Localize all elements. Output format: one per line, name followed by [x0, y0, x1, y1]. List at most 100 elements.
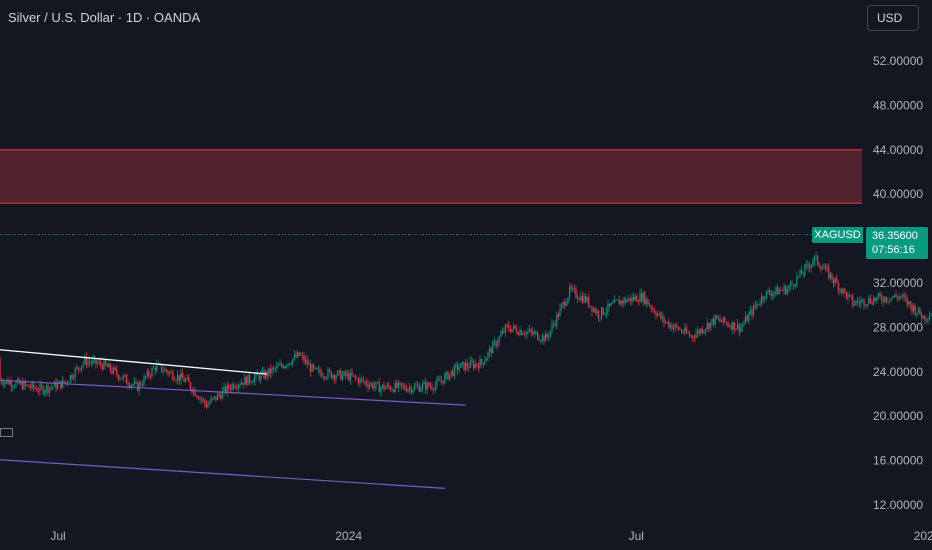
- candle-up: [308, 363, 310, 365]
- candle-down: [885, 297, 887, 302]
- candle-up: [612, 302, 614, 304]
- candle-up: [834, 278, 836, 283]
- candle-down: [874, 298, 876, 301]
- candle-down: [637, 301, 639, 303]
- price-axis[interactable]: 52.00000 48.00000 44.00000 40.00000 32.00000…: [873, 54, 923, 512]
- candle-down: [389, 386, 391, 390]
- candle-up: [927, 319, 929, 321]
- candle-down: [578, 298, 580, 300]
- candle-down: [197, 397, 199, 400]
- candle-up: [748, 313, 750, 322]
- candle-up: [153, 367, 155, 369]
- candle-up: [337, 371, 339, 377]
- candle-up: [669, 324, 671, 328]
- candle-up: [277, 365, 279, 367]
- candle-down: [111, 370, 113, 374]
- candle-up: [679, 329, 681, 331]
- resistance-zone[interactable]: [0, 149, 862, 204]
- candle-down: [401, 383, 403, 386]
- candle-down: [879, 293, 881, 297]
- candle-up: [674, 324, 676, 328]
- candle-up: [290, 364, 292, 365]
- candle-up: [124, 375, 126, 376]
- candle-down: [165, 369, 167, 372]
- candle-down: [245, 376, 247, 385]
- candle-down: [95, 358, 97, 364]
- price-tick-label: 48.00000: [873, 98, 923, 112]
- candle-up: [847, 294, 849, 299]
- candle-up: [866, 304, 868, 306]
- candle-up: [226, 384, 228, 393]
- candle-up: [626, 300, 628, 303]
- time-axis[interactable]: Jul2024Jul2025Jul2026: [50, 529, 932, 543]
- candle-up: [913, 305, 915, 312]
- candle-up: [778, 290, 780, 295]
- candle-down: [457, 364, 459, 370]
- candle-down: [258, 375, 260, 380]
- candle-down: [425, 382, 427, 391]
- candle-up: [391, 389, 393, 391]
- candle-up: [74, 368, 76, 378]
- candle-up: [567, 297, 569, 303]
- candle-down: [361, 378, 363, 380]
- candle-up: [76, 367, 78, 369]
- candle-up: [535, 332, 537, 334]
- candle-up: [412, 389, 414, 393]
- candle-down: [303, 355, 305, 362]
- candle-down: [220, 395, 222, 399]
- candle-up: [9, 381, 11, 385]
- candle-up: [209, 402, 211, 405]
- candle-down: [826, 266, 828, 268]
- candle-down: [509, 329, 511, 332]
- candle-down: [564, 301, 566, 306]
- collapsed-panel-marker[interactable]: [0, 428, 13, 437]
- candle-up: [802, 273, 804, 275]
- candle-up: [599, 317, 601, 319]
- currency-button[interactable]: USD: [867, 5, 919, 31]
- candle-down: [818, 264, 820, 267]
- candle-down: [281, 363, 283, 366]
- candle-down: [60, 381, 62, 389]
- candle-down: [602, 307, 604, 315]
- candle-up: [690, 335, 692, 337]
- candle-down: [762, 296, 764, 300]
- candle-down: [129, 385, 131, 388]
- candle-down: [295, 354, 297, 358]
- candle-up: [49, 387, 51, 393]
- candle-up: [253, 377, 255, 383]
- candle-up: [417, 385, 419, 387]
- candle-down: [109, 363, 111, 371]
- candle-up: [458, 367, 460, 370]
- candle-up: [860, 300, 862, 304]
- candle-down: [333, 375, 335, 380]
- candle-down: [274, 367, 276, 369]
- trendlines[interactable]: [0, 346, 466, 489]
- candle-down: [849, 294, 851, 296]
- candle-down: [757, 304, 759, 306]
- candle-up: [533, 332, 535, 335]
- candle-down: [490, 348, 492, 354]
- candle-up: [186, 377, 188, 380]
- candle-up: [737, 323, 739, 329]
- trendline-lower-parallel: [0, 459, 446, 489]
- resistance-zone-fill: [0, 149, 862, 204]
- candle-down: [780, 290, 782, 292]
- candle-up: [177, 374, 179, 380]
- candle-down: [653, 309, 655, 314]
- candle-down: [897, 296, 899, 299]
- candle-up: [84, 356, 86, 364]
- candle-down: [28, 384, 30, 388]
- candle-down: [546, 333, 548, 337]
- candle-up: [461, 362, 463, 364]
- candle-up: [505, 324, 507, 333]
- price-tick-label: 24.00000: [873, 365, 923, 379]
- candle-up: [50, 387, 52, 388]
- candle-down: [55, 381, 57, 389]
- candle-down: [570, 286, 572, 290]
- candle-down: [410, 387, 412, 393]
- candle-down: [687, 332, 689, 334]
- candle-up: [673, 327, 675, 330]
- candle-up: [217, 394, 219, 400]
- candle-up: [887, 300, 889, 302]
